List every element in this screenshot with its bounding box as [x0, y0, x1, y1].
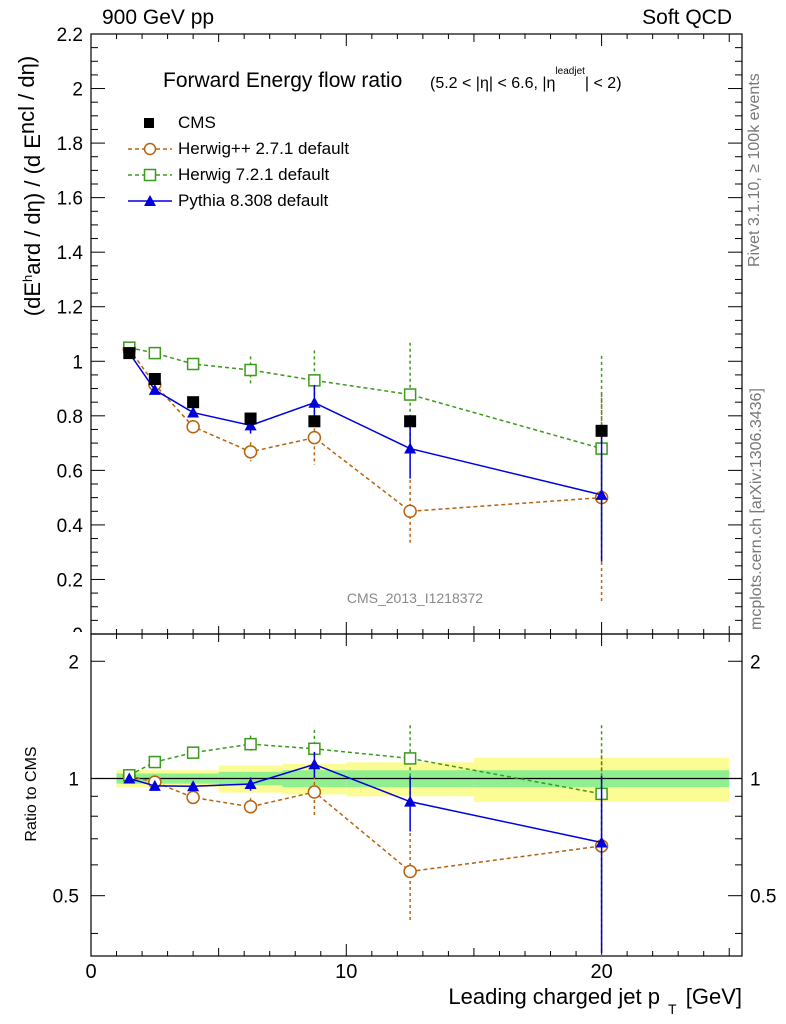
- data-point: [308, 396, 321, 408]
- data-point: [244, 363, 257, 377]
- ratio-point: [186, 790, 200, 805]
- cms-data-point: [308, 415, 321, 428]
- ratio-y-tick-label-right: 2: [750, 652, 761, 673]
- y-tick-label: 0.2: [57, 570, 83, 591]
- y-tick-label: 1.8: [57, 134, 83, 155]
- legend-label-herwig7: Herwig 7.2.1 default: [178, 165, 330, 184]
- y-tick-label: 1: [72, 352, 83, 373]
- data-point: [186, 419, 200, 434]
- cms-data-point: [148, 373, 161, 385]
- y-tick-label: 2: [72, 80, 83, 101]
- legend: CMS Herwig++ 2.7.1 default Herwig 7.2.1 …: [120, 110, 349, 214]
- ratio-point: [308, 758, 321, 770]
- data-point: [148, 346, 162, 360]
- y-tick-label: 0.8: [57, 407, 83, 428]
- legend-item-herwig-pp: Herwig++ 2.7.1 default: [120, 136, 349, 162]
- data-point: [404, 442, 417, 454]
- ratio-point: [403, 864, 417, 879]
- y-tick-label: 2.2: [57, 25, 83, 46]
- ratio-point: [243, 800, 258, 814]
- ratio-point: [186, 746, 200, 759]
- ratio-point: [244, 777, 257, 789]
- y-tick-label: 0.4: [57, 516, 84, 537]
- data-point: [186, 357, 200, 371]
- legend-label-cms: CMS: [178, 113, 216, 132]
- cms-data-point: [123, 347, 136, 360]
- y-tick-label: 0.6: [57, 461, 83, 482]
- header-left: 900 GeV pp: [102, 6, 215, 29]
- ratio-point: [307, 785, 322, 799]
- analysis-label: CMS_2013_I1218372: [347, 590, 483, 606]
- ratio-y-tick-label-right: 0.5: [750, 887, 776, 908]
- x-tick-label: 0: [85, 961, 96, 983]
- ratio-point: [595, 836, 608, 848]
- chart-title: Forward Energy flow ratio: [163, 69, 402, 92]
- data-point: [187, 406, 200, 418]
- ratio-y-tick-label: 2: [68, 652, 79, 673]
- legend-label-pythia: Pythia 8.308 default: [178, 191, 329, 210]
- cms-data-point: [244, 412, 257, 425]
- header-right: Soft QCD: [642, 6, 732, 29]
- y-tick-label: 1.4: [57, 243, 84, 264]
- data-point: [403, 388, 417, 401]
- legend-item-pythia: Pythia 8.308 default: [120, 188, 349, 214]
- data-point: [307, 430, 322, 445]
- x-tick-label: 20: [590, 961, 612, 983]
- legend-label-herwig-pp: Herwig++ 2.7.1 default: [178, 139, 350, 158]
- data-point: [148, 383, 161, 395]
- ratio-point: [123, 772, 136, 784]
- ratio-point: [148, 779, 161, 791]
- ratio-frame: [90, 633, 743, 957]
- y-tick-label: 1.6: [57, 189, 83, 210]
- ratio-y-tick-label: 0.5: [53, 887, 79, 908]
- ratio-y-tick-label-right: 1: [750, 769, 761, 790]
- y-axis-label: (dEhard / dη) / (d Encl / dη): [14, 56, 45, 316]
- data-point: [595, 488, 608, 500]
- cms-data-point: [404, 415, 417, 428]
- legend-item-cms: CMS: [120, 110, 349, 136]
- ratio-point: [244, 737, 257, 751]
- cms-data-point: [595, 424, 608, 437]
- data-point: [308, 374, 321, 387]
- series-line: [128, 348, 602, 513]
- chart-title-cut: (5.2 < |η| < 6.6, |ηleadjet| < 2): [430, 66, 622, 92]
- ratio-point: [403, 752, 417, 765]
- ratio-y-axis-label: Ratio to CMS: [23, 746, 40, 841]
- series-line: [128, 352, 602, 496]
- series-line: [129, 346, 602, 450]
- x-tick-label: 10: [335, 961, 357, 983]
- data-point: [244, 419, 257, 431]
- x-axis-unit: [GeV]: [686, 984, 742, 1009]
- data-point: [403, 504, 417, 519]
- x-axis-subscript: T: [668, 1001, 677, 1017]
- ratio-point: [148, 755, 162, 769]
- ratio-point: [404, 795, 417, 807]
- cms-data-point: [187, 396, 200, 409]
- x-axis-label: Leading charged jet p: [448, 984, 660, 1009]
- ratio-y-tick-label: 1: [68, 769, 79, 790]
- data-point: [243, 445, 258, 459]
- ratio-point: [187, 780, 200, 792]
- legend-item-herwig7: Herwig 7.2.1 default: [120, 162, 349, 188]
- y-label-clip: [60, 632, 88, 644]
- y-tick-label: 1.2: [57, 298, 83, 319]
